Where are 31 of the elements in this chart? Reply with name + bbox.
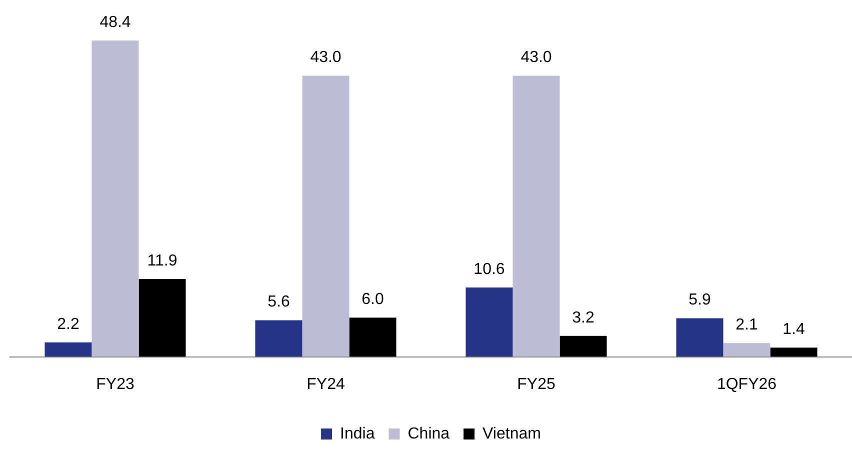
legend-label: Vietnam <box>482 425 541 442</box>
bar <box>512 76 560 357</box>
data-label: 3.2 <box>572 309 594 326</box>
bar <box>770 348 818 357</box>
data-label: 5.9 <box>688 292 711 309</box>
data-label: 2.2 <box>57 316 80 333</box>
data-label: 11.9 <box>147 252 178 270</box>
data-label: 5.6 <box>268 294 290 311</box>
bar <box>723 343 770 357</box>
data-label: 10.6 <box>474 260 505 278</box>
data-label: 48.4 <box>100 14 131 31</box>
data-label: 1.4 <box>782 321 805 338</box>
x-tick-label: FY24 <box>306 376 345 393</box>
bar <box>560 336 607 357</box>
data-label: 6.0 <box>362 290 384 308</box>
bar <box>349 318 396 357</box>
x-tick-label: FY25 <box>517 376 556 393</box>
legend-label: China <box>408 425 450 442</box>
bar <box>138 279 186 357</box>
legend-label: India <box>340 425 375 442</box>
bar <box>255 320 302 357</box>
x-tick-label: 1QFY26 <box>716 376 777 393</box>
data-label: 2.1 <box>736 316 758 334</box>
x-tick-label: FY23 <box>96 376 134 393</box>
bar <box>676 318 724 357</box>
bar <box>44 342 92 357</box>
data-label: 43.0 <box>520 49 552 66</box>
data-label: 43.0 <box>310 49 342 66</box>
bar <box>466 288 513 357</box>
bar <box>92 40 139 357</box>
bar <box>302 76 350 357</box>
